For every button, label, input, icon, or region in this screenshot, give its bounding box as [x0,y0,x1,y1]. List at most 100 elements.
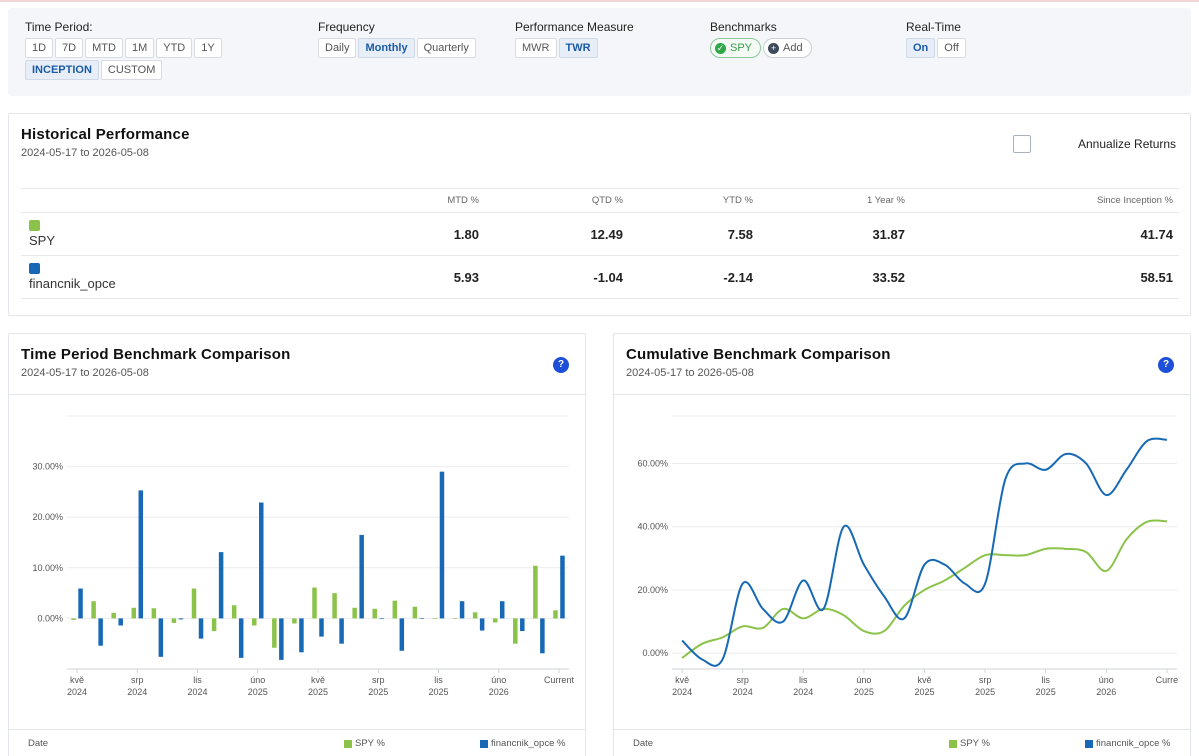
cumulative-line-chart: 0.00% 20.00% 40.00% 60.00% kvě 2024 srp 2024 lis… [637,415,1178,697]
value-cell: -1.04 [485,255,629,299]
x-tick-label: 2025 [914,687,934,697]
series-swatch [29,263,40,274]
x-tick-label: Current [544,675,575,685]
x-tick-label: lis [434,675,443,685]
time-period-inception-button[interactable]: INCEPTION [25,60,99,80]
x-tick-label: srp [131,675,144,685]
time-period-1y-button[interactable]: 1Y [194,38,222,58]
bar [312,587,317,619]
bar [472,612,478,619]
y-tick-label: 40.00% [637,522,668,532]
plus-icon: + [768,42,780,54]
performance-measure-group: Performance Measure MWR TWR [515,20,634,58]
cumulative-chart-panel: Cumulative Benchmark Comparison 2024-05-… [613,333,1191,756]
frequency-monthly-button[interactable]: Monthly [358,38,415,58]
x-tick-label: kvě [675,675,689,685]
bar [540,618,545,654]
add-benchmark-label: Add [783,42,803,54]
legend-financnik[interactable]: financnik_opce % [1085,738,1170,749]
period-bar-chart: 0.00% 10.00% 20.00% 30.00% kvě 2024 srp 2024 lis… [32,415,575,697]
bar [111,612,116,619]
divider [9,729,585,730]
bar [352,607,357,619]
time-period-1m-button[interactable]: 1M [124,38,155,58]
benchmarks-options: ✓ SPY + Add [710,38,812,58]
period-chart-help-icon[interactable]: ? [553,357,569,373]
cumulative-chart-help-icon[interactable]: ? [1158,357,1174,373]
x-tick-label: kvě [70,675,84,685]
column-header: QTD % [485,188,629,213]
bar [252,618,257,626]
real-time-group: Real-Time On Off [906,20,966,58]
value-cell: 41.74 [911,212,1179,256]
bar [439,471,445,619]
x-tick-label: 2025 [428,687,448,697]
time-period-ytd-button[interactable]: YTD [156,38,193,58]
bar [372,608,377,619]
legend-spy[interactable]: SPY % [344,738,385,749]
bar [533,565,538,619]
filter-bar: Time Period: 1D 7D MTD 1M YTD 1Y INCEPTION CUST… [8,8,1191,96]
value-cell: -2.14 [629,255,759,299]
series-name: SPY [29,233,56,248]
bar [71,618,76,620]
x-tick-label: 2025 [1036,687,1056,697]
top-accent-line [0,0,1199,2]
period-chart-date-range: 2024-05-17 to 2026-05-08 [21,367,149,379]
benchmark-spy-label: SPY [730,42,753,54]
historical-table: MTD % QTD % YTD % 1 Year % Since Inception %… [21,188,1179,299]
y-tick-label: 60.00% [637,458,668,468]
time-period-1d-button[interactable]: 1D [25,38,54,58]
divider [614,729,1190,730]
time-period-mtd-button[interactable]: MTD [85,38,123,58]
time-period-chart-panel: Time Period Benchmark Comparison 2024-05… [8,333,586,756]
y-tick-label: 20.00% [32,512,63,522]
bar [292,618,297,624]
real-time-on-button[interactable]: On [906,38,936,58]
series-line [681,437,1167,667]
x-tick-label: 2025 [854,687,874,697]
measure-mwr-button[interactable]: MWR [515,38,557,58]
divider [614,394,1190,395]
bar [158,618,164,657]
x-tick-label: úno [1099,675,1114,685]
check-icon: ✓ [715,42,726,54]
bar [452,618,458,619]
y-tick-label: 10.00% [32,563,63,573]
value-cell: 12.49 [485,212,629,256]
legend-label: financnik_opce % [1096,738,1171,749]
real-time-label: Real-Time [906,20,961,34]
bar [191,588,197,619]
real-time-off-button[interactable]: Off [937,38,966,58]
column-header: Since Inception % [911,188,1179,213]
frequency-quarterly-button[interactable]: Quarterly [416,38,476,58]
bar [339,618,344,644]
time-period-label: Time Period: [25,20,93,34]
measure-twr-button[interactable]: TWR [558,38,598,58]
bar [560,555,565,619]
bar [499,601,505,619]
row-name-cell: SPY [21,212,321,256]
frequency-daily-button[interactable]: Daily [318,38,357,58]
x-tick-label: srp [979,675,992,685]
time-period-custom-button[interactable]: CUSTOM [100,60,163,80]
time-period-7d-button[interactable]: 7D [55,38,84,58]
x-tick-label: srp [736,675,749,685]
add-benchmark-button[interactable]: + Add [763,38,812,58]
value-cell: 31.87 [759,212,911,256]
frequency-label: Frequency [318,20,375,34]
legend-spy[interactable]: SPY % [949,738,990,749]
bar [78,588,83,619]
x-tick-label: kvě [311,675,325,685]
legend-financnik[interactable]: financnik_opce % [480,738,565,749]
annualize-returns-checkbox[interactable] [1013,135,1031,153]
bar [272,618,277,648]
bar [98,618,103,646]
historical-performance-panel: Historical Performance 2024-05-17 to 202… [8,113,1191,316]
period-chart-xlabel: Date [28,738,49,749]
benchmark-spy-chip[interactable]: ✓ SPY [710,38,762,58]
x-tick-label: kvě [917,675,931,685]
x-tick-label: srp [372,675,385,685]
y-tick-label: 0.00% [642,648,668,658]
bar [138,490,144,619]
